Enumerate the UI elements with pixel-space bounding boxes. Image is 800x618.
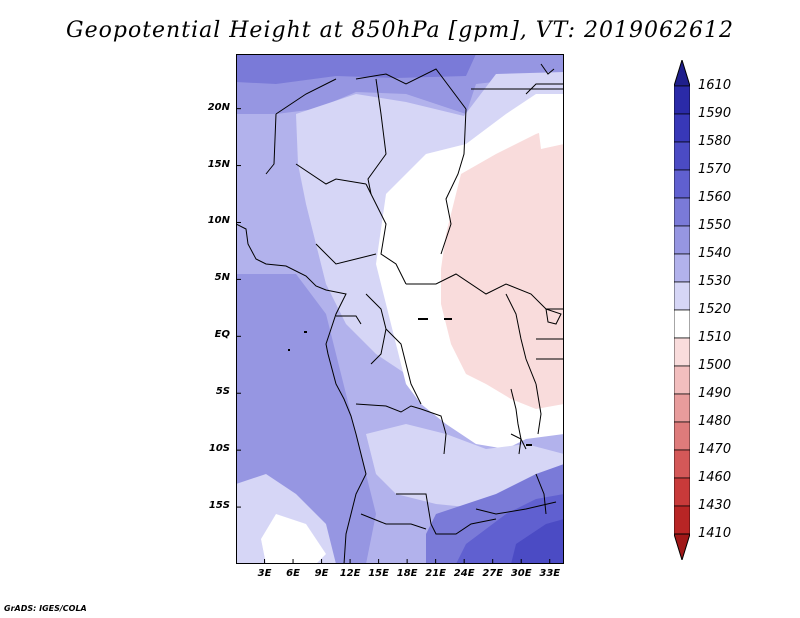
lon-tick-label: 33E xyxy=(539,568,561,579)
field-1570-southeast xyxy=(511,519,564,564)
colorbar-swatch xyxy=(674,253,690,283)
lon-tick-label: 24E xyxy=(453,568,475,579)
colorbar-swatch xyxy=(674,421,690,451)
lon-tick-label: 21E xyxy=(425,568,447,579)
colorbar-swatch xyxy=(674,477,690,507)
lon-tick-label: 6E xyxy=(286,568,300,579)
islands xyxy=(288,318,532,446)
field-1510-patch xyxy=(536,104,564,149)
colorbar-swatch xyxy=(674,365,690,395)
colorbar-swatch xyxy=(674,197,690,227)
colorbar-tick-label: 1530 xyxy=(698,274,732,289)
field-1500-northeast xyxy=(441,124,564,409)
lat-tick-label: EQ xyxy=(214,329,230,341)
lat-tick-label: 20N xyxy=(207,101,230,113)
geopotential-map xyxy=(236,54,564,564)
colorbar-tick-label: 1510 xyxy=(698,330,732,345)
colorbar-tick-label: 1520 xyxy=(698,302,732,317)
colorbar xyxy=(674,60,690,560)
colorbar-swatch xyxy=(674,309,690,339)
colorbar-tick-label: 1610 xyxy=(698,78,732,93)
colorbar-tick-label: 1580 xyxy=(698,134,732,149)
lat-tick-label: 10N xyxy=(207,215,230,227)
colorbar-swatch xyxy=(674,449,690,479)
colorbar-tick-label: 1500 xyxy=(698,358,732,373)
lon-tick-label: 9E xyxy=(314,568,329,579)
axis-ticks xyxy=(236,108,551,564)
lon-tick-label: 27E xyxy=(482,568,504,579)
lon-tick-label: 30E xyxy=(510,568,532,579)
colorbar-top-arrow xyxy=(674,60,690,87)
colorbar-swatch xyxy=(674,85,690,115)
colorbar-bottom-arrow xyxy=(674,533,690,560)
field-1510-southwest xyxy=(261,514,326,564)
lon-tick-label: 15E xyxy=(368,568,389,579)
colorbar-tick-label: 1470 xyxy=(698,442,732,457)
lat-tick-label: 5S xyxy=(215,386,230,398)
colorbar-tick-label: 1570 xyxy=(698,162,732,177)
map-title: Geopotential Height at 850hPa [gpm], VT:… xyxy=(66,18,734,43)
lat-tick-label: 10S xyxy=(208,443,230,455)
lat-tick-label: 5N xyxy=(214,272,230,284)
lon-tick-label: 12E xyxy=(339,568,361,579)
colorbar-swatch xyxy=(674,505,690,535)
colorbar-tick-label: 1540 xyxy=(698,246,732,261)
colorbar-swatch xyxy=(674,113,690,143)
colorbar-tick-label: 1430 xyxy=(698,498,732,513)
country-borders xyxy=(236,63,564,564)
colorbar-tick-label: 1480 xyxy=(698,414,732,429)
colorbar-swatch xyxy=(674,169,690,199)
colorbar-tick-label: 1490 xyxy=(698,386,732,401)
lon-tick-label: 18E xyxy=(396,568,418,579)
colorbar-swatch xyxy=(674,141,690,171)
colorbar-swatch xyxy=(674,393,690,423)
colorbar-tick-label: 1590 xyxy=(698,106,732,121)
colorbar-tick-label: 1460 xyxy=(698,470,732,485)
field-1560-north xyxy=(236,54,476,84)
map-panel xyxy=(236,54,564,564)
lat-tick-label: 15N xyxy=(207,158,230,170)
colorbar-swatch xyxy=(674,337,690,367)
footer-credit: GrADS: IGES/COLA xyxy=(4,604,87,613)
colorbar-tick-label: 1560 xyxy=(698,190,732,205)
lon-tick-label: 3E xyxy=(257,568,272,579)
lat-tick-label: 15S xyxy=(208,500,230,512)
colorbar-tick-label: 1410 xyxy=(698,526,732,541)
colorbar-swatch xyxy=(674,225,690,255)
colorbar-tick-label: 1550 xyxy=(698,218,732,233)
colorbar-swatch xyxy=(674,281,690,311)
map-border xyxy=(236,54,564,564)
